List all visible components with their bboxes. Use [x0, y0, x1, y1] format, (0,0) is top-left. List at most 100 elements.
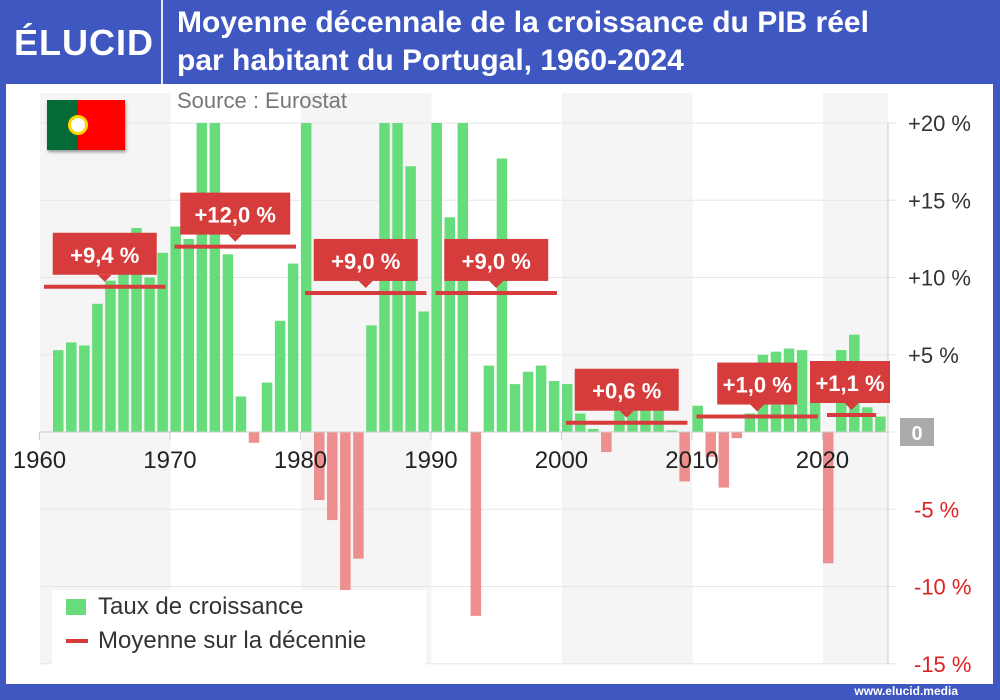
bar-1991: [444, 217, 455, 432]
average-label: +12,0 %: [195, 203, 276, 228]
average-callout: [52, 232, 157, 275]
legend-swatch-line: [66, 639, 88, 643]
bar-1974: [222, 254, 234, 432]
average-callout: [810, 361, 890, 404]
y-tick-label: +20 %: [908, 111, 971, 136]
bar-1965: [105, 280, 116, 432]
bar-2008: [666, 430, 677, 432]
bar-2024: [875, 416, 886, 432]
bar-1969: [157, 252, 168, 432]
bar-1988: [405, 166, 416, 432]
title-line-2: par habitant du Portugal, 1960-2024: [177, 44, 684, 77]
y-tick-label: -10 %: [914, 575, 971, 600]
bar-2007: [653, 401, 664, 432]
x-tick-label: 2020: [796, 447, 849, 474]
average-label: +0,6 %: [592, 379, 661, 404]
callout-pointer: [228, 234, 243, 242]
title-line-1: Moyenne décennale de la croissance du PI…: [177, 6, 869, 39]
bar-2013: [731, 432, 743, 439]
chart-title: Moyenne décennale de la croissance du PI…: [177, 4, 869, 80]
bar-2010: [692, 405, 703, 432]
bar-1964: [92, 303, 103, 432]
legend-swatch-bar: [66, 599, 86, 615]
bar-1961: [53, 350, 64, 432]
bar-1967: [131, 228, 142, 432]
legend-label: Taux de croissance: [98, 593, 304, 620]
bar-1996: [509, 384, 521, 432]
header: ÉLUCID Moyenne décennale de la croissanc…: [0, 0, 1000, 84]
average-label: +9,0 %: [331, 249, 400, 274]
bar-2014: [744, 413, 756, 432]
bar-1981: [314, 432, 325, 500]
bar-1984: [353, 432, 364, 559]
bar-2018: [796, 350, 808, 432]
x-tick-label: 1970: [143, 447, 196, 474]
header-divider: [161, 0, 163, 84]
bar-1975: [235, 396, 247, 432]
bar-2012: [718, 432, 730, 488]
bar-1979: [287, 263, 299, 432]
average-label: +9,4 %: [70, 243, 139, 268]
average-callout: [180, 192, 291, 235]
bar-1983: [340, 432, 351, 602]
bar-2002: [588, 428, 599, 432]
callout-pointer: [358, 280, 373, 288]
bar-1962: [66, 342, 77, 432]
y-tick-label: +15 %: [908, 188, 971, 213]
x-tick-label: 2000: [535, 447, 588, 474]
x-tick-label: 1960: [13, 447, 66, 474]
bar-1970: [170, 226, 181, 432]
bar-2003: [601, 432, 612, 453]
bar-1982: [327, 432, 338, 521]
bar-2023: [862, 407, 873, 432]
average-label: +1,0 %: [723, 373, 792, 398]
average-callout: [313, 238, 418, 281]
bar-1978: [274, 320, 286, 432]
callout-pointer: [750, 404, 765, 412]
average-label: +9,0 %: [462, 249, 531, 274]
zero-label-bg: [900, 418, 934, 446]
x-tick-label: 2010: [665, 447, 718, 474]
bar-1994: [483, 365, 495, 432]
bar-1998: [535, 365, 547, 432]
bar-2000: [561, 384, 573, 432]
portugal-flag-icon: [47, 100, 125, 150]
y-tick-label: -15 %: [914, 652, 971, 677]
source-note: Source : Eurostat: [177, 88, 347, 113]
average-callout: [717, 362, 798, 405]
bar-1977: [261, 382, 273, 432]
bar-1972: [196, 123, 208, 432]
legend: Taux de croissance Moyenne sur la décenn…: [52, 590, 426, 668]
bar-1995: [496, 158, 508, 432]
x-tick-label: 1990: [404, 447, 457, 474]
bar-2009: [679, 432, 690, 482]
y-tick-label: +10 %: [908, 266, 971, 291]
bar-1989: [418, 311, 429, 432]
y-tick-label: +5 %: [908, 343, 959, 368]
bar-2020: [822, 432, 834, 564]
legend-item-growth: Taux de croissance: [52, 590, 426, 624]
bar-1980: [300, 123, 312, 432]
x-tick-label: 1980: [274, 447, 327, 474]
bar-1973: [209, 123, 221, 432]
legend-label: Moyenne sur la décennie: [98, 627, 367, 654]
y-tick-label: -5 %: [914, 497, 959, 522]
footer-url: www.elucid.media: [854, 684, 958, 698]
bar-2004: [614, 407, 625, 432]
bar-1985: [366, 325, 377, 432]
average-callout: [574, 368, 679, 411]
average-callout: [444, 238, 549, 281]
bar-1990: [431, 123, 442, 432]
bar-1971: [183, 238, 194, 432]
bar-1993: [470, 432, 482, 616]
bar-2005: [627, 404, 638, 432]
bar-1963: [79, 345, 90, 432]
legend-item-average: Moyenne sur la décennie: [52, 624, 426, 658]
bar-2011: [705, 432, 716, 457]
bar-2006: [640, 402, 651, 432]
callout-pointer: [619, 410, 634, 418]
callout-pointer: [844, 403, 859, 411]
average-label: +1,1 %: [815, 371, 884, 396]
bar-1966: [118, 269, 129, 432]
